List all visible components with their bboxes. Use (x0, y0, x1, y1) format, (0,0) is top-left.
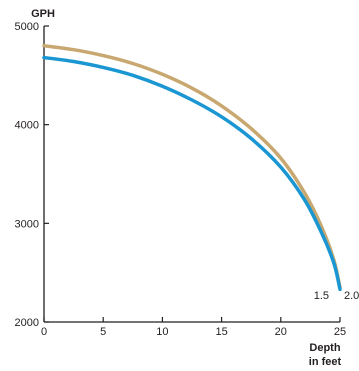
axes (43, 26, 340, 323)
y-tick-label: 3000 (15, 218, 39, 230)
y-tick-label: 2000 (15, 317, 39, 329)
x-tick-label: 0 (41, 326, 47, 338)
series-line-2-0 (42, 43, 342, 290)
series-label-2-0: 2.0 (344, 290, 359, 302)
series-line-1-5 (42, 55, 342, 292)
y-tick-label: 4000 (15, 120, 39, 132)
x-tick-label: 25 (334, 326, 346, 338)
x-tick-label: 20 (275, 326, 287, 338)
x-axis-title-line-1: Depth (309, 342, 340, 354)
x-tick-label: 5 (100, 326, 106, 338)
x-ticks: 0 5 10 15 20 25 (41, 317, 346, 338)
y-axis-title: GPH (31, 8, 55, 20)
series-labels: 1.5 2.0 (314, 290, 359, 302)
series-label-1-5: 1.5 (314, 290, 329, 302)
x-tick-label: 10 (156, 326, 168, 338)
y-tick-label: 5000 (15, 21, 39, 33)
x-axis-title-line-2: in feet (309, 356, 342, 368)
x-tick-label: 15 (215, 326, 227, 338)
y-ticks: 2000 3000 4000 5000 (15, 21, 49, 329)
series-lines (42, 43, 342, 292)
